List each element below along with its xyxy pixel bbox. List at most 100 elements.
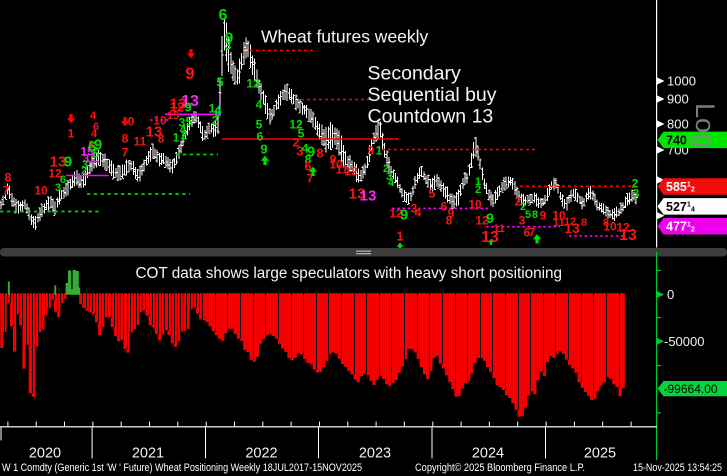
- svg-text:12: 12: [344, 164, 358, 178]
- svg-text:12: 12: [475, 213, 489, 227]
- svg-text:11: 11: [493, 223, 505, 235]
- svg-text:2: 2: [81, 165, 87, 177]
- svg-text:10: 10: [468, 197, 482, 211]
- svg-text:12: 12: [48, 166, 62, 180]
- svg-text:3: 3: [386, 171, 392, 183]
- svg-text:8: 8: [532, 209, 538, 221]
- svg-text:9: 9: [486, 210, 494, 226]
- svg-text:9: 9: [448, 206, 455, 220]
- svg-text:2023: 2023: [359, 446, 391, 462]
- svg-text:13: 13: [146, 123, 163, 140]
- svg-text:9: 9: [260, 142, 267, 157]
- svg-text:W 1 Comdty (Generic 1st 'W ' F: W 1 Comdty (Generic 1st 'W ' Future) Whe…: [2, 462, 362, 474]
- svg-text:2: 2: [515, 194, 522, 208]
- svg-text:15: 15: [80, 144, 94, 158]
- svg-text:13: 13: [181, 93, 199, 110]
- svg-text:13: 13: [50, 153, 67, 170]
- svg-text:4: 4: [215, 103, 222, 117]
- svg-text:2021: 2021: [132, 446, 164, 462]
- svg-text:2: 2: [383, 163, 389, 175]
- svg-text:8: 8: [5, 170, 12, 184]
- svg-text:15: 15: [167, 110, 179, 122]
- svg-text:10: 10: [329, 157, 343, 171]
- svg-text:Sequential buy: Sequential buy: [368, 84, 497, 106]
- svg-text:8: 8: [122, 131, 129, 145]
- svg-text:Wheat futures weekly: Wheat futures weekly: [261, 27, 429, 47]
- svg-text:3: 3: [411, 201, 418, 215]
- svg-text:1: 1: [209, 101, 216, 115]
- svg-text:4: 4: [415, 205, 422, 219]
- svg-text:1: 1: [68, 126, 75, 140]
- svg-text:900: 900: [667, 92, 689, 107]
- svg-text:9: 9: [184, 100, 191, 115]
- svg-text:6: 6: [219, 7, 228, 24]
- svg-text:9: 9: [400, 206, 408, 223]
- svg-text:58512: 58512: [666, 180, 695, 194]
- svg-text:2: 2: [520, 201, 526, 213]
- svg-text:3: 3: [633, 186, 640, 200]
- svg-text:9: 9: [330, 152, 337, 166]
- svg-text:1: 1: [376, 143, 383, 157]
- svg-text:12: 12: [289, 117, 303, 131]
- svg-text:Copyright© 2025 Bloomberg Fina: Copyright© 2025 Bloomberg Finance L.P.: [415, 462, 585, 474]
- svg-text:3: 3: [296, 144, 303, 159]
- svg-text:7: 7: [122, 145, 129, 159]
- svg-text:5: 5: [186, 114, 193, 128]
- svg-text:47712: 47712: [666, 219, 695, 233]
- svg-text:4: 4: [302, 141, 309, 155]
- svg-text:8: 8: [581, 217, 587, 229]
- svg-text:740: 740: [666, 133, 687, 147]
- svg-text:12: 12: [389, 206, 403, 220]
- svg-text:0: 0: [128, 114, 135, 128]
- svg-text:11: 11: [134, 134, 147, 148]
- svg-text:Countdown 13: Countdown 13: [368, 105, 494, 127]
- svg-text:Secondary: Secondary: [368, 63, 461, 85]
- svg-text:3: 3: [519, 213, 526, 227]
- svg-text:3: 3: [82, 159, 88, 171]
- svg-text:4: 4: [180, 122, 187, 136]
- svg-text:5: 5: [298, 126, 305, 140]
- svg-text:9: 9: [307, 143, 315, 160]
- svg-text:1000: 1000: [667, 74, 696, 89]
- svg-text:3: 3: [83, 153, 89, 165]
- svg-text:4: 4: [388, 177, 395, 189]
- svg-text:1: 1: [396, 229, 403, 244]
- svg-text:9: 9: [368, 143, 375, 157]
- svg-text:2025: 2025: [584, 446, 616, 462]
- svg-text:7: 7: [529, 225, 536, 239]
- svg-text:4: 4: [91, 128, 98, 140]
- svg-text:8: 8: [158, 131, 165, 145]
- svg-text:1: 1: [475, 176, 481, 188]
- svg-text:2: 2: [181, 128, 188, 142]
- svg-text:3: 3: [179, 115, 186, 129]
- svg-text:12: 12: [246, 76, 260, 90]
- svg-text:2020: 2020: [29, 446, 61, 462]
- svg-text:6: 6: [441, 199, 448, 213]
- svg-text:8: 8: [603, 217, 609, 229]
- svg-text:4: 4: [90, 110, 97, 122]
- svg-text:-50000: -50000: [664, 334, 704, 349]
- svg-text:10: 10: [34, 183, 48, 197]
- svg-text:12: 12: [564, 216, 576, 228]
- svg-text:2: 2: [293, 135, 300, 149]
- svg-text:7: 7: [3, 183, 10, 197]
- svg-text:9: 9: [185, 64, 194, 83]
- svg-text:13: 13: [564, 220, 580, 236]
- svg-text:6: 6: [93, 121, 99, 133]
- svg-text:5: 5: [525, 209, 531, 221]
- svg-text:13: 13: [360, 187, 377, 204]
- svg-text:2: 2: [632, 176, 639, 190]
- svg-text:2024: 2024: [472, 446, 504, 462]
- svg-text:9: 9: [225, 29, 233, 46]
- svg-text:6: 6: [257, 129, 264, 143]
- svg-text:9: 9: [540, 208, 547, 222]
- svg-text:-99664.00: -99664.00: [664, 382, 718, 396]
- svg-text:9: 9: [94, 136, 102, 153]
- svg-text:10: 10: [153, 113, 167, 127]
- svg-text:6: 6: [60, 174, 66, 186]
- svg-text:3: 3: [88, 139, 94, 151]
- svg-text:52714: 52714: [666, 200, 695, 214]
- svg-text:8: 8: [305, 152, 312, 166]
- svg-text:10: 10: [552, 208, 566, 222]
- svg-text:8: 8: [446, 213, 453, 227]
